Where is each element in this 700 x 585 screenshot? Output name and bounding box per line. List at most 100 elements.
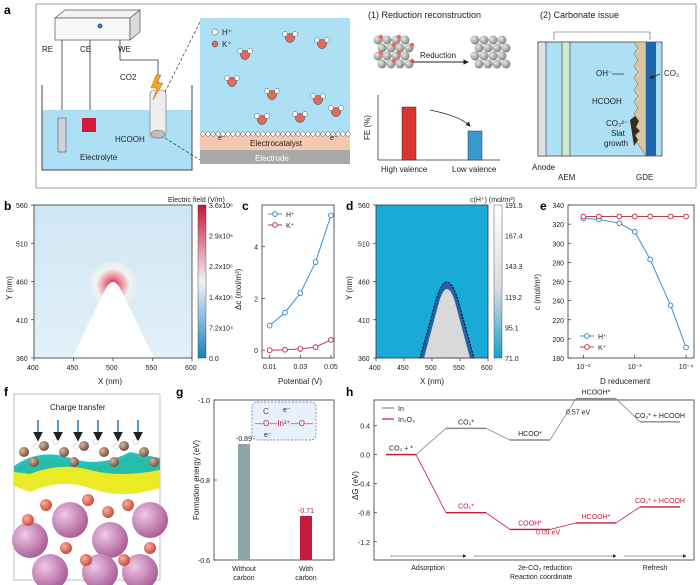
surface-site [280,131,286,137]
cluster-atom [488,35,498,45]
indium-atom [32,554,68,585]
reduction-arrow-label: Reduction [420,51,456,60]
cluster-atom [395,59,405,69]
fe-bar-label-low: Low valence [452,165,497,174]
surface-site [215,131,221,137]
y-tick-label: 460 [358,280,370,287]
k-ion [285,33,295,43]
b-xlabel: X (nm) [98,377,122,386]
cluster-atom [470,35,480,45]
surface-site [335,131,341,137]
data-point [297,346,304,352]
x-tick-label: 10⁻² [577,364,591,371]
electrochemical-cell: CO2 HCOOH Electrolyte [41,21,201,171]
d-ylabel: Y (nm) [345,276,354,300]
connector [415,428,447,455]
carbonate-title: (2) Carbonate issue [540,10,619,20]
legend-label: H⁺ [286,212,295,219]
carbon-atom [59,447,69,457]
x-tick-label: 450 [397,365,409,372]
y-tick-label: 200 [552,337,564,344]
cluster-atom [501,59,511,69]
cluster-atom [400,51,410,61]
d-colorbar-title: c(H⁺) (mol/m³) [470,197,515,204]
y-tick-label: -0.6 [198,558,210,565]
data-point [312,344,319,351]
h-ion [314,37,320,43]
data-point [328,336,334,343]
cluster-atom [470,51,480,61]
data-label: -0.89 [236,436,252,443]
surface-site [270,131,276,137]
y-tick-label: 510 [16,241,28,248]
x-tick-label: carbon [233,575,255,582]
cluster-atom [400,35,410,45]
y-tick-label: 560 [358,203,370,210]
barrier-label-in: 0.57 eV [566,410,590,417]
k-ion [227,77,237,87]
h-ion [302,111,308,117]
h-xlabel: Reaction coordinate [510,574,572,581]
data-point [266,347,273,354]
data-point [667,213,674,220]
indium-atom [12,522,48,558]
ce-label: CE [80,45,91,54]
panel-label-f: f [4,385,9,399]
x-tick-label: With [299,566,313,573]
cluster-atom [492,43,502,53]
cluster-atom [382,35,392,45]
cluster-atom [483,43,493,53]
y-tick-label: 280 [552,260,564,267]
panel-label-a: a [4,3,11,17]
state-label: CO₂ + * [389,446,413,453]
surface-site [240,131,246,137]
co3-label: CO₃²⁻ [606,119,628,128]
y-tick-label: 180 [552,356,564,363]
y-tick-label: 0.0 [360,453,370,460]
state-label: CO₂* + HCOOH [635,413,685,420]
surface-site [300,131,306,137]
y-tick-label: 510 [358,241,370,248]
y-tick-label: 460 [16,280,28,287]
panel-label-b: b [4,199,11,213]
data-point [683,213,689,220]
cluster-atom [492,59,502,69]
c-ylabel: Δc (mol/m³) [234,268,243,310]
connector [615,398,641,423]
cluster-atom [377,43,387,53]
cluster-atom [483,59,493,69]
surface-site [285,131,291,137]
phase-label: Refresh [643,565,668,572]
potentiostat: RE CE WE [42,9,159,120]
data-point [282,346,288,353]
x-tick-label: 450 [67,365,79,372]
h-ion [247,48,253,54]
y-tick-label: 220 [552,318,564,325]
y-tick-label: 260 [552,280,564,287]
surface-site [250,131,256,137]
data-point [312,259,319,265]
surface-site [305,131,311,137]
plot-frame [373,399,695,561]
re-label: RE [42,45,53,54]
surface-site [315,131,321,137]
surface-site [220,131,226,137]
bar [238,444,250,560]
connector [549,398,577,441]
y-tick-label: 2 [254,296,258,303]
hydrogen-atom [33,443,39,449]
panel-b: b Electric field (V/m) 400 450 500 550 600 56… [4,197,233,386]
oxygen-atom [60,542,72,554]
colorbar-tick-label: 0.0 [209,356,219,363]
carbon-atom [79,441,89,451]
x-tick-label: 600 [185,365,197,372]
state-label: COOH* [518,520,542,527]
cluster-atom [474,59,484,69]
colorbar-tick-label: 191.5 [505,203,523,210]
g-inset-c: C [263,407,269,416]
y-tick-label: 300 [552,241,564,248]
colorbar-tick-label: 7.2x10⁴ [209,325,233,332]
e-ylabel: c (mol/m³) [533,274,542,310]
k-ion [313,95,323,105]
legend-marker [272,222,278,228]
